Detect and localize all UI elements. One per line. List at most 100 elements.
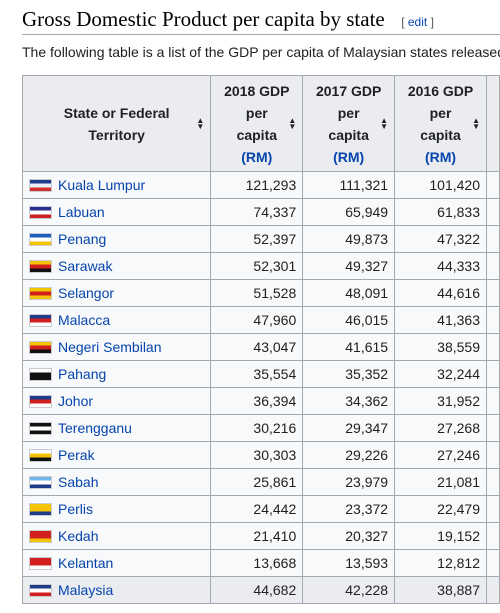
edit-link[interactable]: edit <box>407 15 428 29</box>
header-2017-unit-link[interactable]: (RM) <box>333 148 365 165</box>
table-row: Malacca 47,960 46,015 41,363 <box>21 306 500 334</box>
gdp-2016-cell: 19,152 <box>394 522 487 550</box>
state-link[interactable]: Labuan <box>58 204 105 220</box>
header-2017-line3: capita <box>328 126 369 143</box>
gdp-2017-cell: 65,949 <box>302 198 396 226</box>
state-link[interactable]: Johor <box>58 393 94 409</box>
state-link[interactable]: Negeri Sembilan <box>58 339 162 355</box>
sarawak-flag-icon <box>29 259 52 273</box>
header-2016-line1: 2016 GDP <box>407 82 474 99</box>
perlis-flag-icon <box>29 502 52 516</box>
header-2018-unit-link[interactable]: (RM) <box>241 148 273 165</box>
table-row: Kelantan 13,668 13,593 12,812 <box>21 549 500 577</box>
state-cell: Malaysia <box>21 576 212 604</box>
state-cell: Selangor <box>21 279 212 307</box>
gdp-2017-cell: 111,321 <box>302 171 396 199</box>
kelantan-flag-icon <box>29 556 52 570</box>
state-link[interactable]: Malaysia <box>58 582 114 598</box>
state-cell: Sarawak <box>21 252 212 280</box>
table-row: Pahang 35,554 35,352 32,244 <box>21 360 500 388</box>
sabah-flag-icon <box>29 475 52 489</box>
gdp-2018-cell: 43,047 <box>210 333 304 361</box>
header-2016-line2: per <box>429 104 452 121</box>
overflow-cell <box>485 333 500 361</box>
header-state-line1: State or Federal <box>63 104 170 121</box>
gdp-2017-cell: 23,979 <box>302 468 396 496</box>
overflow-cell <box>485 549 500 577</box>
state-cell: Pahang <box>21 360 212 388</box>
state-link[interactable]: Terengganu <box>58 420 132 436</box>
gdp-2017-cell: 49,327 <box>302 252 396 280</box>
gdp-2016-cell: 31,952 <box>394 387 487 415</box>
gdp-2017-cell: 29,347 <box>302 414 396 442</box>
sort-icon[interactable]: ▲ ▼ <box>380 115 389 131</box>
gdp-2017-cell: 29,226 <box>302 441 396 469</box>
state-cell: Sabah <box>21 468 212 496</box>
state-link[interactable]: Kedah <box>58 528 99 544</box>
gdp-2017-cell: 41,615 <box>302 333 396 361</box>
header-2018-line1: 2018 GDP <box>224 82 290 99</box>
overflow-cell <box>485 441 500 469</box>
pahang-flag-icon <box>29 367 52 381</box>
gdp-2018-cell: 36,394 <box>210 387 304 415</box>
gdp-2016-cell: 22,479 <box>394 495 487 523</box>
header-2018-line2: per <box>245 104 268 121</box>
overflow-cell <box>485 414 500 442</box>
gdp-2016-cell: 38,559 <box>394 333 487 361</box>
state-cell: Labuan <box>21 198 212 226</box>
state-link[interactable]: Selangor <box>58 285 115 301</box>
gdp-2018-cell: 51,528 <box>210 279 304 307</box>
state-cell: Perak <box>21 441 212 469</box>
gdp-2018-cell: 21,410 <box>210 522 304 550</box>
table-row: Malaysia 44,682 42,228 38,887 <box>21 576 500 604</box>
table-row: Kedah 21,410 20,327 19,152 <box>21 522 500 550</box>
labuan-flag-icon <box>29 205 52 219</box>
gdp-2018-cell: 74,337 <box>210 198 304 226</box>
state-link[interactable]: Penang <box>58 231 107 247</box>
gdp-2017-cell: 49,873 <box>302 225 396 253</box>
gdp-2016-cell: 21,081 <box>394 468 487 496</box>
gdp-2017-cell: 13,593 <box>302 549 396 577</box>
header-gdp-2017[interactable]: 2017 GDP per capita (RM) ▲ ▼ <box>302 75 396 172</box>
header-state-line2: Territory <box>88 126 145 143</box>
gdp-2017-cell: 34,362 <box>302 387 396 415</box>
edit-section: [ edit ] <box>401 15 434 29</box>
gdp-2018-cell: 30,216 <box>210 414 304 442</box>
header-gdp-2016[interactable]: 2016 GDP per capita (RM) ▲ ▼ <box>394 75 487 172</box>
state-link[interactable]: Kelantan <box>58 555 114 571</box>
gdp-2018-cell: 52,301 <box>210 252 304 280</box>
header-gdp-2018[interactable]: 2018 GDP per capita (RM) ▲ ▼ <box>210 75 304 172</box>
sort-icon[interactable]: ▲ ▼ <box>288 115 297 131</box>
edit-bracket-close: ] <box>427 15 434 29</box>
header-state[interactable]: State or Federal Territory ▲ ▼ <box>21 75 212 172</box>
state-cell: Negeri Sembilan <box>21 333 212 361</box>
overflow-cell <box>485 279 500 307</box>
gdp-2016-cell: 41,363 <box>394 306 487 334</box>
header-2016-unit-link[interactable]: (RM) <box>424 148 457 165</box>
negeri-sembilan-flag-icon <box>29 340 52 354</box>
overflow-cell <box>485 522 500 550</box>
state-link[interactable]: Sabah <box>58 474 99 490</box>
sort-icon[interactable]: ▲ ▼ <box>196 115 205 131</box>
state-cell: Perlis <box>21 495 212 523</box>
section-title: Gross Domestic Product per capita by sta… <box>22 7 385 31</box>
table-row: Sabah 25,861 23,979 21,081 <box>21 468 500 496</box>
gdp-2016-cell: 44,616 <box>394 279 487 307</box>
state-link[interactable]: Kuala Lumpur <box>58 177 146 193</box>
state-link[interactable]: Perlis <box>58 501 94 517</box>
state-link[interactable]: Malacca <box>58 312 111 328</box>
state-link[interactable]: Sarawak <box>58 258 113 274</box>
header-2018-line3: capita <box>236 126 278 143</box>
malacca-flag-icon <box>29 313 52 327</box>
gdp-2016-cell: 12,812 <box>394 549 487 577</box>
edit-bracket-open: [ <box>401 15 408 29</box>
sort-icon[interactable]: ▲ ▼ <box>472 115 480 131</box>
gdp-2018-cell: 44,682 <box>210 576 304 604</box>
table-row: Selangor 51,528 48,091 44,616 <box>21 279 500 307</box>
gdp-2018-cell: 30,303 <box>210 441 304 469</box>
table-row: Terengganu 30,216 29,347 27,268 <box>21 414 500 442</box>
state-link[interactable]: Perak <box>58 447 95 463</box>
gdp-2016-cell: 61,833 <box>394 198 487 226</box>
state-cell: Kuala Lumpur <box>21 171 212 199</box>
state-link[interactable]: Pahang <box>58 366 107 382</box>
